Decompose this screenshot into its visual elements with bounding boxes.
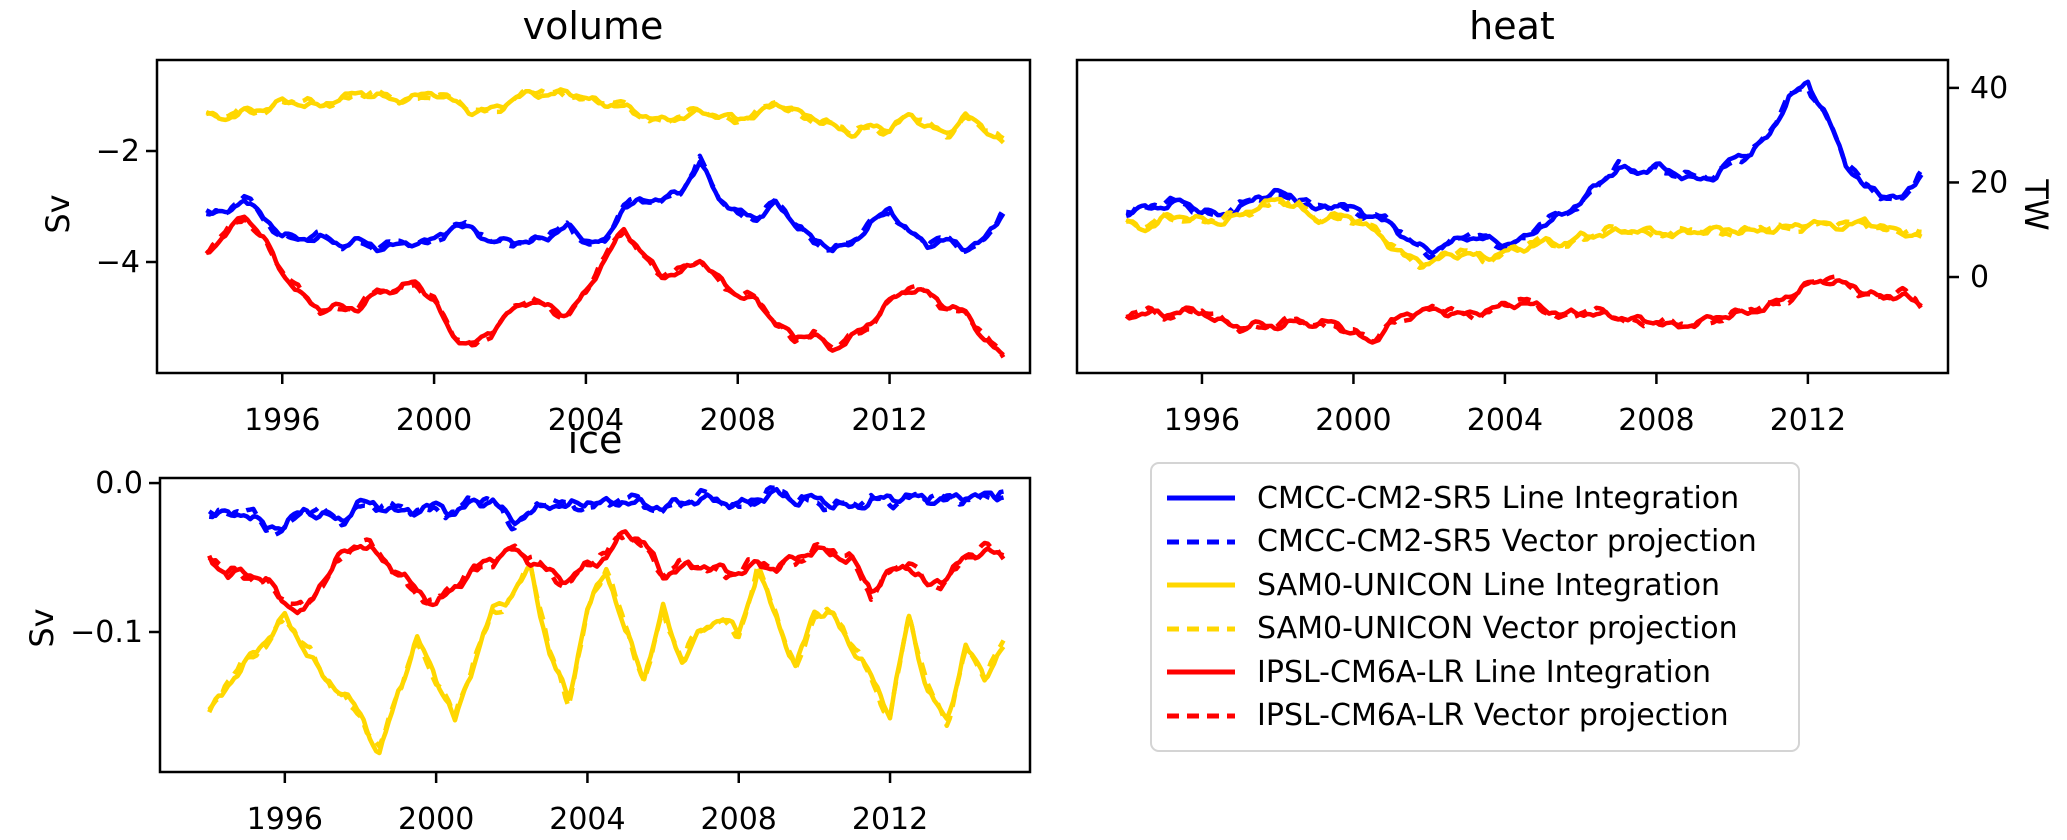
SAM0-UNICON-vector-projection-line [1125,197,1922,271]
legend-row: CMCC-CM2-SR5 Line Integration [1165,477,1788,519]
SAM0-UNICON-line-integration-line [1126,196,1923,268]
x-tick-label: 1996 [244,403,320,438]
x-tick-label: 2008 [701,802,777,837]
volume-y-axis-label: Sv [39,194,77,234]
SAM0-UNICON-vector-projection-line [207,561,1006,749]
volume-plot-title: volume [522,4,664,48]
IPSL-CM6A-LR-vector-projection-line [1125,274,1924,344]
heat-plot-frame [1075,58,1950,375]
CMCC-CM2-SR5-vector-projection-line [205,153,1006,255]
CMCC-CM2-SR5-vector-projection-line [1125,85,1924,261]
y-tick-label: −0.1 [70,615,143,650]
IPSL-CM6A-LR-line-integration-line [1124,278,1923,345]
legend-row: SAM0-UNICON Line Integration [1165,564,1788,606]
x-tick-label: 2008 [1618,403,1694,438]
x-tick-label: 2004 [549,802,625,837]
volume-plot-frame [155,58,1032,375]
IPSL-CM6A-LR-line-integration-line [207,529,1005,616]
CMCC-CM2-SR5-line-integration-line [207,486,1005,532]
SAM0-UNICON-line-integration-line [205,87,1005,145]
legend-sample-solid-line-icon [1167,669,1235,675]
x-tick-label: 2004 [1467,403,1543,438]
legend-label: SAM0-UNICON Line Integration [1257,567,1721,603]
heat-plot-title: heat [1469,4,1555,48]
x-tick-label: 2000 [1315,403,1391,438]
y-tick-label: 20 [1970,165,2008,200]
x-tick-label: 1996 [1164,403,1240,438]
x-tick-label: 2012 [1770,403,1846,438]
y-tick-label: 40 [1970,71,2008,106]
heat-plot: 1996 2000 2004 2008 2012 40 20 0 [1075,58,2008,438]
x-tick-label: 2012 [852,802,928,837]
legend-sample-solid-line-icon [1167,495,1235,501]
legend-row: IPSL-CM6A-LR Vector projection [1165,695,1788,737]
legend-row: CMCC-CM2-SR5 Vector projection [1165,521,1788,563]
legend-label: CMCC-CM2-SR5 Vector projection [1257,524,1757,560]
y-tick-label: −2 [96,134,140,169]
ice-plot-title: ice [567,418,623,462]
y-tick-label: −4 [96,245,140,280]
legend-row: SAM0-UNICON Vector projection [1165,608,1788,650]
y-tick-label: 0.0 [95,466,143,501]
ice-plot: 1996 2000 2004 2008 2012 0.0 −0.1 [70,466,1032,837]
ice-y-axis-label: Sv [23,608,61,648]
ice-plot-frame [158,476,1032,774]
IPSL-CM6A-LR-vector-projection-line [204,216,1006,359]
legend-label: SAM0-UNICON Vector projection [1257,611,1738,647]
legend-box: CMCC-CM2-SR5 Line Integration CMCC-CM2-SR… [1150,462,1800,752]
x-tick-label: 2008 [700,403,776,438]
legend-label: CMCC-CM2-SR5 Line Integration [1257,480,1740,516]
legend-label: IPSL-CM6A-LR Vector projection [1257,698,1729,734]
legend-label: IPSL-CM6A-LR Line Integration [1257,654,1712,690]
legend-sample-solid-line-icon [1167,582,1235,588]
CMCC-CM2-SR5-line-integration-line [1125,79,1924,256]
x-tick-label: 1996 [247,802,323,837]
x-tick-label: 2012 [851,403,927,438]
x-tick-label: 2004 [548,403,624,438]
x-tick-label: 2000 [396,403,472,438]
legend-row: IPSL-CM6A-LR Line Integration [1165,651,1788,693]
SAM0-UNICON-line-integration-line [207,563,1006,756]
y-tick-label: 0 [1970,260,1989,295]
heat-y-axis-label: TW [2017,179,2055,231]
IPSL-CM6A-LR-vector-projection-line [207,533,1006,610]
legend-sample-dashed-line-icon [1167,713,1235,719]
volume-plot: 1996 2000 2004 2008 2012 −2 −4 [96,58,1032,438]
CMCC-CM2-SR5-vector-projection-line [208,485,1004,537]
x-tick-label: 2000 [398,802,474,837]
legend-sample-dashed-line-icon [1167,539,1235,545]
legend-sample-dashed-line-icon [1167,626,1235,632]
